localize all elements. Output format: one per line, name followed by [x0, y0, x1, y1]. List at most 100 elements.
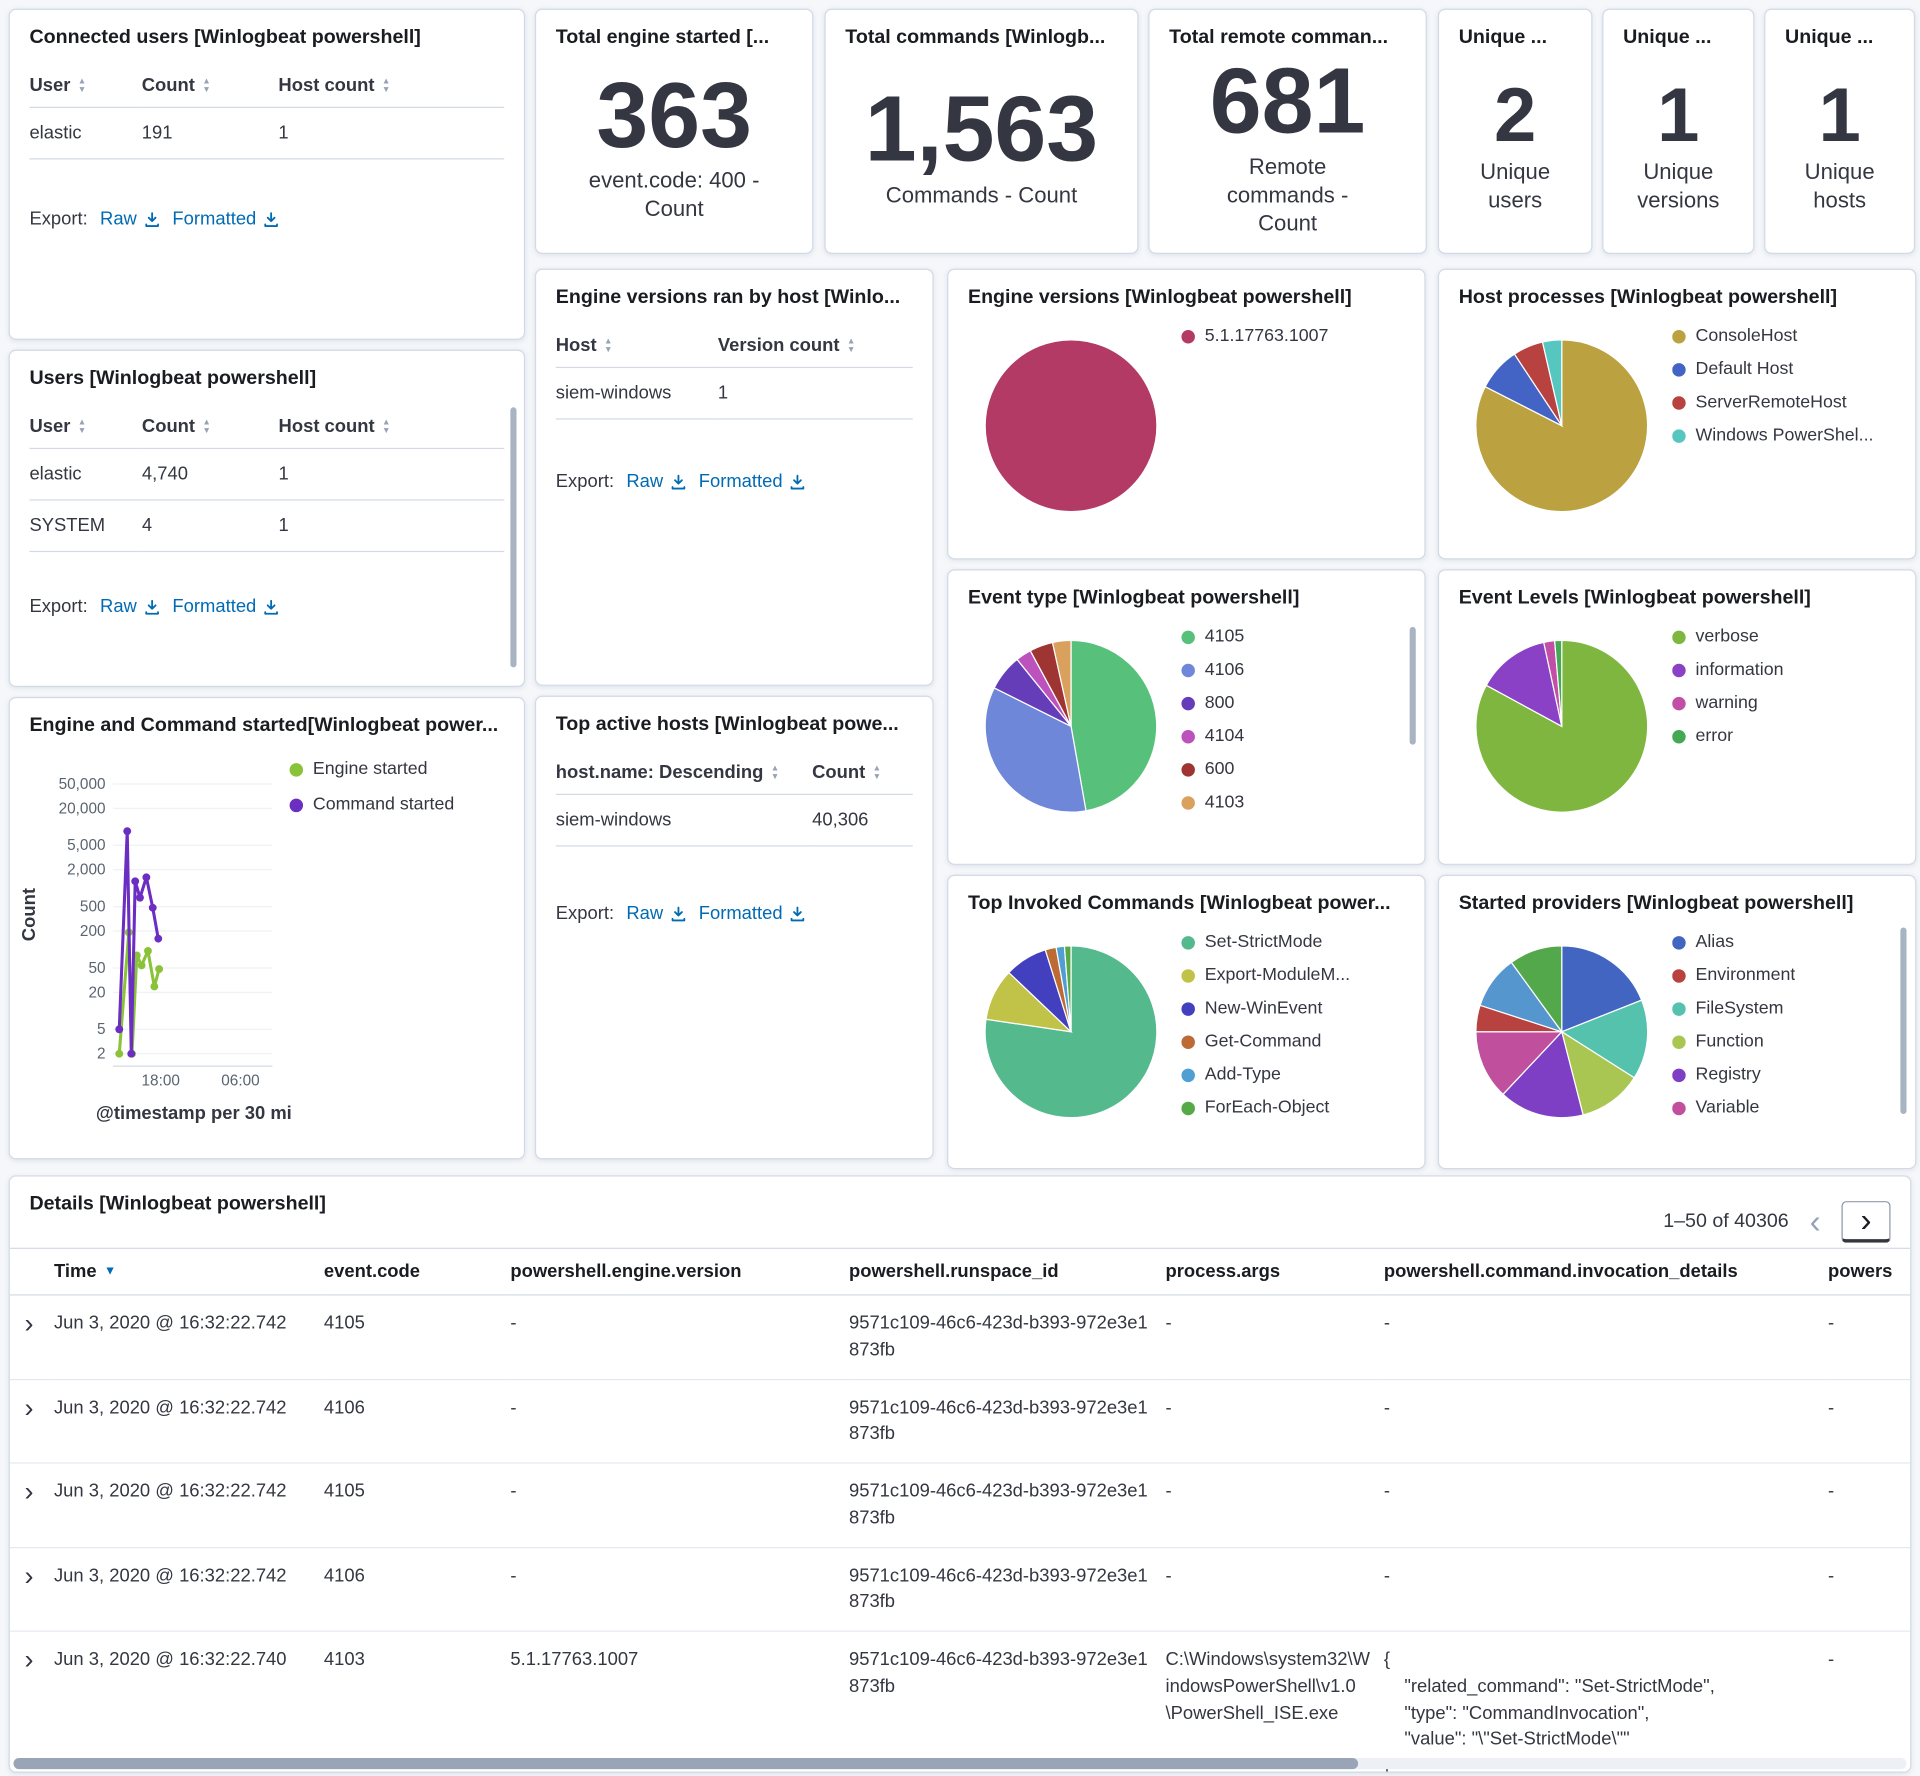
- legend-item[interactable]: Default Host: [1672, 359, 1873, 379]
- col-header-user[interactable]: User: [29, 404, 142, 450]
- legend-item[interactable]: 800: [1181, 693, 1244, 713]
- legend-item[interactable]: warning: [1672, 693, 1783, 713]
- export-raw-link[interactable]: Raw: [100, 209, 160, 229]
- legend-label: Command started: [312, 794, 455, 815]
- panel-unique-versions: Unique ... 1 Unique versions: [1602, 8, 1755, 254]
- panel-total-remote-commands: Total remote comman... 681 Remote comman…: [1148, 8, 1427, 254]
- legend-item[interactable]: Registry: [1672, 1065, 1795, 1085]
- export-formatted-link[interactable]: Formatted: [699, 471, 806, 492]
- col-header-engine-version[interactable]: powershell.engine.version: [510, 1247, 849, 1296]
- legend-item[interactable]: Set-StrictMode: [1181, 932, 1350, 952]
- legend-item[interactable]: 4103: [1181, 793, 1244, 812]
- legend-item[interactable]: Export-ModuleM...: [1181, 966, 1350, 985]
- legend-item[interactable]: 5.1.17763.1007: [1181, 326, 1328, 346]
- scrollbar-thumb[interactable]: [13, 1758, 1358, 1770]
- svg-text:5: 5: [97, 1021, 106, 1038]
- legend-item[interactable]: Variable: [1672, 1098, 1795, 1118]
- legend-label: 800: [1204, 693, 1235, 713]
- top-invoked-commands-pie-chart[interactable]: [967, 927, 1176, 1136]
- legend-item[interactable]: error: [1672, 726, 1783, 746]
- legend-item[interactable]: ServerRemoteHost: [1672, 393, 1873, 412]
- export-formatted-link[interactable]: Formatted: [172, 209, 279, 229]
- panel-title: Unique ...: [1785, 26, 1874, 48]
- col-header-powershell[interactable]: powers: [1827, 1247, 1911, 1296]
- legend-item[interactable]: 600: [1181, 759, 1244, 779]
- col-header-invocation-details[interactable]: powershell.command.invocation_details: [1383, 1247, 1828, 1296]
- svg-text:500: 500: [80, 899, 106, 916]
- event-levels-pie-chart[interactable]: [1457, 622, 1666, 831]
- legend-item[interactable]: Engine started: [289, 759, 455, 779]
- legend-label: information: [1695, 660, 1784, 680]
- legend-label: 4105: [1204, 626, 1245, 647]
- export-raw-link[interactable]: Raw: [100, 596, 160, 617]
- engine-versions-pie-chart[interactable]: [967, 321, 1176, 530]
- chart-legend: ConsoleHost Default Host ServerRemoteHost W…: [1672, 326, 1873, 445]
- chart-legend: Alias Environment FileSystem Function Regist…: [1672, 932, 1795, 1118]
- expand-row-icon[interactable]: ›: [24, 1643, 34, 1675]
- scrollbar-thumb[interactable]: [1409, 626, 1416, 745]
- col-header-host-count[interactable]: Host count: [278, 63, 505, 108]
- metric-value: 1: [1818, 73, 1861, 159]
- panel-title: Event Levels [Winlogbeat powershell]: [1458, 587, 1811, 609]
- metric-label: event.code: 400 - Count: [588, 168, 760, 222]
- export-raw-link[interactable]: Raw: [626, 471, 686, 492]
- export-formatted-link[interactable]: Formatted: [172, 596, 279, 617]
- panel-title: Details [Winlogbeat powershell]: [29, 1193, 326, 1215]
- legend-dot: [1672, 968, 1686, 983]
- col-header-version-count[interactable]: Version count: [717, 323, 913, 369]
- legend-item[interactable]: verbose: [1672, 627, 1783, 647]
- expand-row-icon[interactable]: ›: [24, 1475, 34, 1507]
- col-header-event-code[interactable]: event.code: [323, 1247, 511, 1296]
- panel-total-engine-started: Total engine started [... 363 event.code…: [534, 8, 814, 254]
- pagination-range: 1–50 of 40306: [1663, 1210, 1789, 1232]
- export-raw-link[interactable]: Raw: [626, 903, 686, 924]
- event-type-pie-chart[interactable]: [967, 622, 1176, 831]
- export-formatted-link[interactable]: Formatted: [699, 903, 806, 924]
- expand-row-icon[interactable]: ›: [24, 1391, 34, 1423]
- host-processes-pie-chart[interactable]: [1457, 321, 1666, 530]
- legend-item[interactable]: Get-Command: [1181, 1032, 1350, 1051]
- legend-item[interactable]: Command started: [289, 794, 455, 815]
- col-header-count[interactable]: Count: [141, 404, 279, 450]
- legend-item[interactable]: 4104: [1181, 726, 1244, 746]
- svg-text:06:00: 06:00: [221, 1073, 259, 1090]
- col-header-host-count[interactable]: Host count: [278, 404, 505, 450]
- col-header-count[interactable]: Count: [812, 750, 913, 795]
- previous-page-button[interactable]: ‹: [1803, 1205, 1826, 1238]
- legend-item[interactable]: information: [1672, 660, 1783, 680]
- col-header-user[interactable]: User: [29, 63, 142, 108]
- horizontal-scrollbar[interactable]: [13, 1758, 1907, 1770]
- legend-item[interactable]: 4105: [1181, 627, 1244, 647]
- col-header-runspace-id[interactable]: powershell.runspace_id: [848, 1247, 1166, 1296]
- legend-item[interactable]: ForEach-Object: [1181, 1098, 1350, 1118]
- legend-item[interactable]: FileSystem: [1672, 999, 1795, 1018]
- legend-item[interactable]: Function: [1672, 1032, 1795, 1051]
- panel-title: Unique ...: [1623, 26, 1712, 48]
- expand-row-icon[interactable]: ›: [24, 1307, 34, 1339]
- legend-item[interactable]: Windows PowerShel...: [1672, 426, 1873, 445]
- panel-title: Top active hosts [Winlogbeat powe...: [555, 714, 899, 735]
- table-row: › Jun 3, 2020 @ 16:32:22.742 4106 - 9571…: [9, 1378, 1911, 1464]
- expand-row-icon[interactable]: ›: [24, 1559, 34, 1591]
- legend-item[interactable]: Environment: [1672, 966, 1795, 985]
- users-table: User Count Host count elastic 4,740 1 SY…: [29, 404, 505, 553]
- col-header-host[interactable]: Host: [555, 323, 718, 369]
- panel-details: Details [Winlogbeat powershell] 1–50 of …: [8, 1175, 1912, 1773]
- col-header-count[interactable]: Count: [141, 63, 279, 108]
- col-header-hostname[interactable]: host.name: Descending: [555, 750, 813, 795]
- legend-item[interactable]: ConsoleHost: [1672, 326, 1873, 346]
- col-header-process-args[interactable]: process.args: [1165, 1247, 1384, 1296]
- panel-engine-versions-by-host: Engine versions ran by host [Winlo... Ho…: [534, 268, 934, 686]
- scrollbar-thumb[interactable]: [510, 407, 517, 668]
- next-page-button[interactable]: ›: [1841, 1201, 1891, 1243]
- legend-item[interactable]: New-WinEvent: [1181, 999, 1350, 1018]
- legend-item[interactable]: 4106: [1181, 660, 1244, 680]
- started-providers-pie-chart[interactable]: [1457, 927, 1666, 1136]
- legend-dot: [1181, 729, 1195, 743]
- legend-item[interactable]: Alias: [1672, 932, 1795, 952]
- scrollbar-thumb[interactable]: [1900, 927, 1907, 1114]
- col-header-time[interactable]: Time ▼: [53, 1247, 324, 1296]
- legend-item[interactable]: Add-Type: [1181, 1065, 1350, 1085]
- table-row: › Jun 3, 2020 @ 16:32:22.742 4105 - 9571…: [9, 1294, 1911, 1380]
- table-row: › Jun 3, 2020 @ 16:32:22.742 4106 - 9571…: [9, 1547, 1911, 1632]
